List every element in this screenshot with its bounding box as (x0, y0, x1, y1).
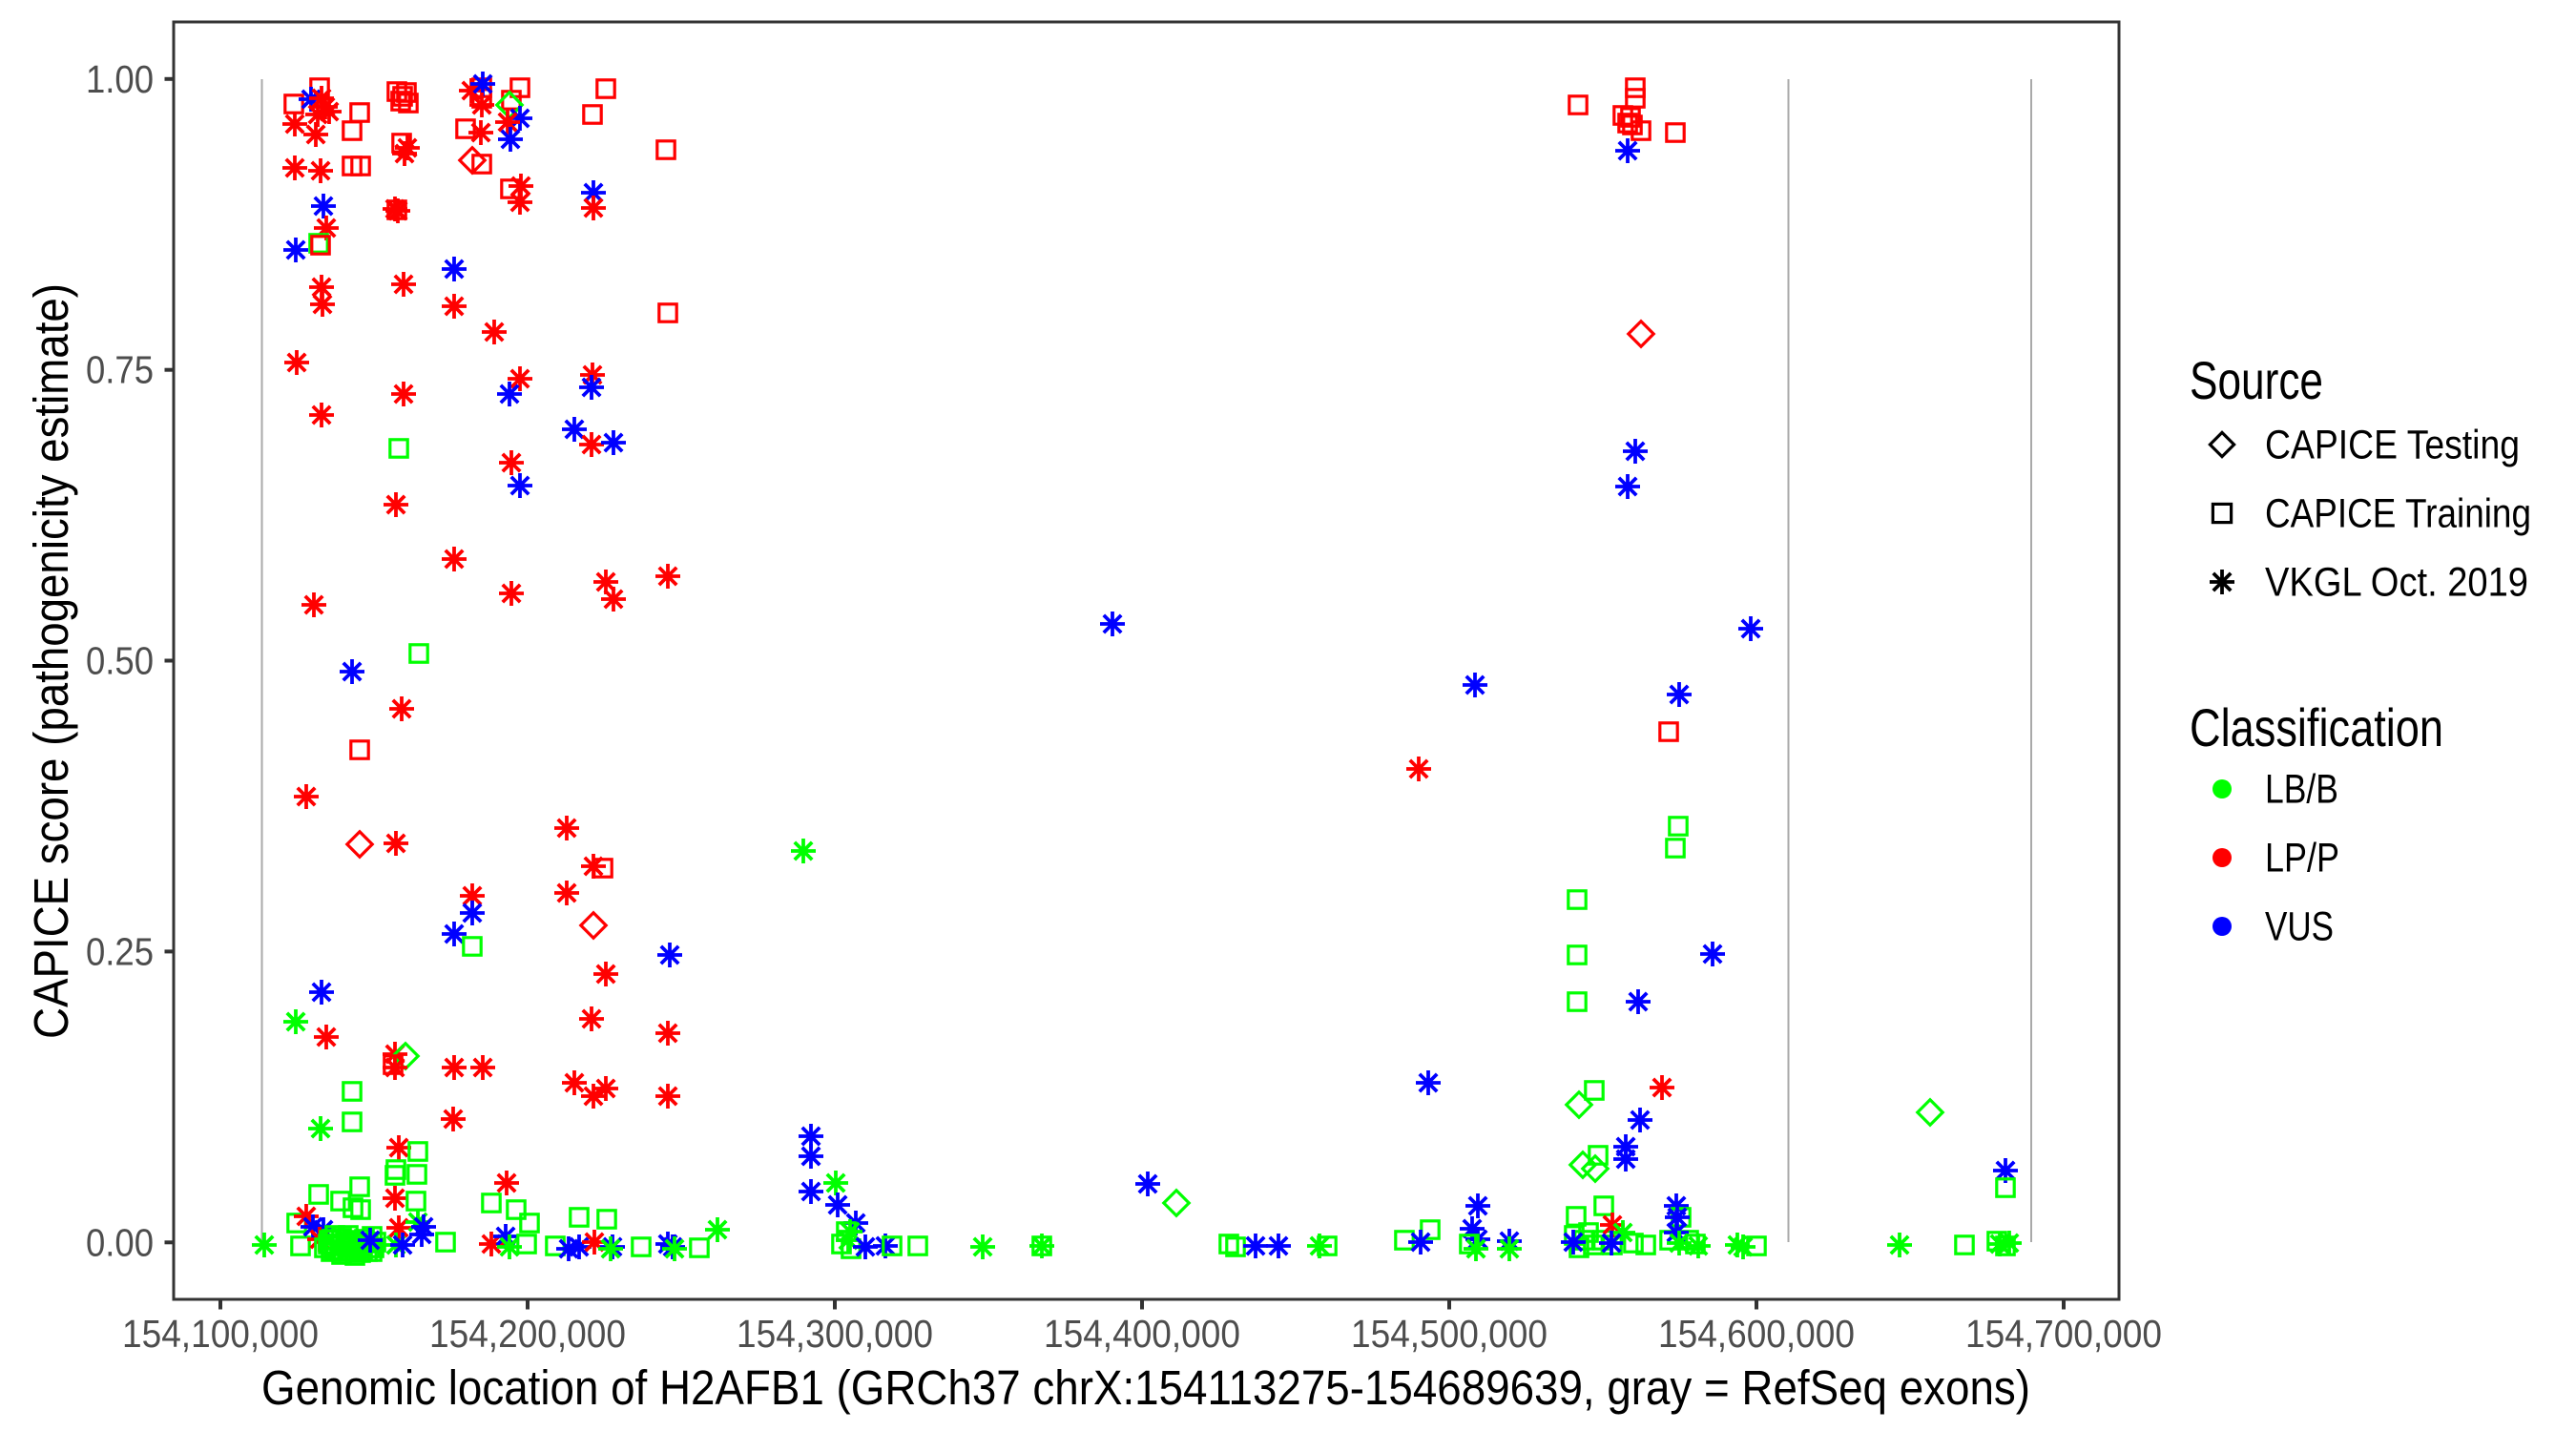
svg-text:CAPICE score (pathogenicity es: CAPICE score (pathogenicity estimate) (24, 283, 78, 1039)
svg-text:0.00: 0.00 (86, 1220, 154, 1264)
svg-text:154,400,000: 154,400,000 (1044, 1312, 1240, 1356)
svg-text:Genomic location of H2AFB1 (GR: Genomic location of H2AFB1 (GRCh37 chrX:… (261, 1360, 2030, 1415)
svg-text:154,600,000: 154,600,000 (1658, 1312, 1855, 1356)
svg-text:154,500,000: 154,500,000 (1351, 1312, 1548, 1356)
svg-text:VUS: VUS (2265, 904, 2334, 950)
svg-text:VKGL Oct. 2019: VKGL Oct. 2019 (2265, 560, 2528, 606)
svg-text:Source: Source (2190, 350, 2323, 410)
svg-text:154,200,000: 154,200,000 (429, 1312, 626, 1356)
svg-text:LP/P: LP/P (2265, 836, 2339, 881)
svg-text:154,700,000: 154,700,000 (1965, 1312, 2162, 1356)
svg-text:0.25: 0.25 (86, 929, 154, 973)
svg-text:Classification: Classification (2190, 697, 2443, 757)
svg-text:CAPICE Training: CAPICE Training (2265, 491, 2531, 537)
svg-text:CAPICE Testing: CAPICE Testing (2265, 423, 2520, 468)
svg-text:154,100,000: 154,100,000 (122, 1312, 319, 1356)
svg-text:0.75: 0.75 (86, 348, 154, 392)
svg-text:LB/B: LB/B (2265, 767, 2338, 813)
svg-text:0.50: 0.50 (86, 639, 154, 683)
svg-text:1.00: 1.00 (86, 57, 154, 101)
svg-text:154,300,000: 154,300,000 (737, 1312, 933, 1356)
